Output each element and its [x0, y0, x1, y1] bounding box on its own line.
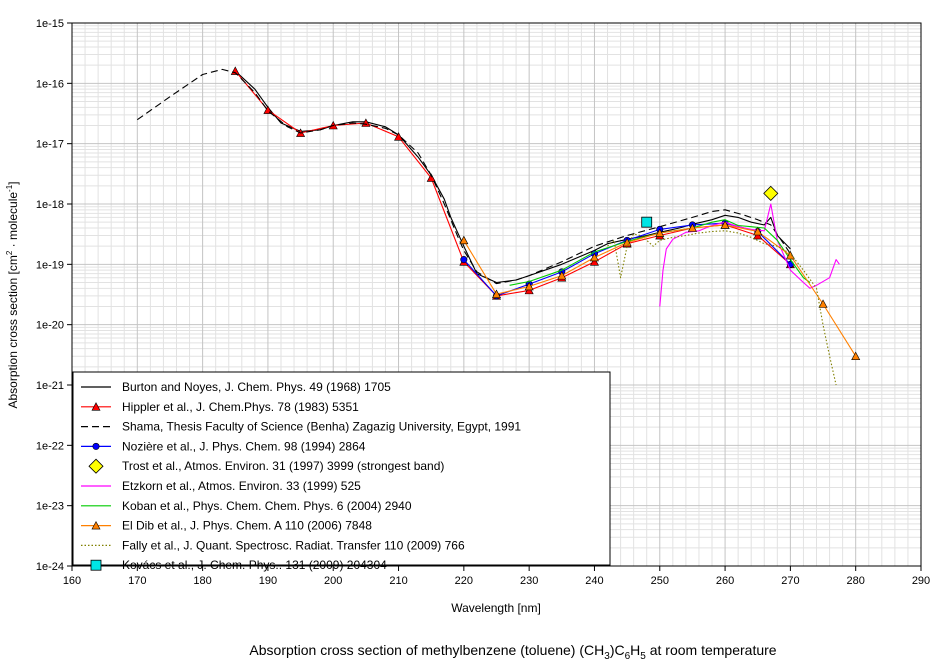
x-tick-label: 240: [585, 575, 603, 587]
data-point: [492, 289, 501, 298]
series-layer: [136, 66, 861, 386]
legend-label: Trost et al., Atmos. Environ. 31 (1997) …: [122, 459, 444, 473]
legend-entry: El Dib et al., J. Phys. Chem. A 110 (200…: [81, 519, 372, 533]
series-10: [641, 216, 653, 228]
data-point: [818, 299, 828, 308]
x-tick-label: 200: [324, 575, 342, 587]
data-point: [622, 237, 632, 247]
legend-swatch-marker: [91, 520, 101, 530]
data-point: [851, 351, 861, 361]
data-point: [361, 118, 371, 127]
data-point: [263, 105, 273, 114]
x-tick-label: 220: [455, 575, 473, 587]
x-axis: 160 170 180 190 200 210 220 230 240 250 260 270 280 2…: [63, 566, 930, 587]
x-tick-label: 230: [520, 575, 538, 587]
x-tick-label: 170: [128, 575, 146, 587]
data-point: [460, 256, 468, 264]
series-7: [509, 219, 811, 286]
data-point: [524, 281, 534, 291]
y-tick-label: 1e-20: [36, 320, 64, 332]
legend-entry: Trost et al., Atmos. Environ. 31 (1997) …: [88, 458, 444, 474]
legend-entry: Nozière et al., J. Phys. Chem. 98 (1994)…: [81, 439, 366, 453]
legend-box: [72, 371, 611, 566]
legend-swatch-marker: [88, 458, 104, 474]
legend-label: Kovács et al., J. Chem. Phys.. 131 (2009…: [122, 558, 387, 572]
x-tick-label: 180: [193, 575, 211, 587]
x-axis-label: Wavelength [nm]: [451, 601, 541, 615]
x-tick-label: 250: [651, 575, 669, 587]
legend-entry: Fally et al., J. Quant. Spectrosc. Radia…: [81, 538, 465, 552]
y-tick-label: 1e-16: [36, 78, 64, 90]
y-tick-label: 1e-18: [36, 199, 64, 211]
data-point: [655, 228, 665, 237]
legend-entry: Kovács et al., J. Chem. Phys.. 131 (2009…: [90, 558, 387, 572]
data-point: [641, 216, 653, 228]
x-tick-label: 260: [716, 575, 734, 587]
series-5: [763, 185, 779, 201]
legend-label: Burton and Noyes, J. Chem. Phys. 49 (196…: [122, 380, 391, 394]
legend-label: El Dib et al., J. Phys. Chem. A 110 (200…: [122, 519, 372, 533]
x-tick-label: 190: [259, 575, 277, 587]
legend-swatch-marker: [91, 402, 101, 411]
y-tick-label: 1e-21: [36, 380, 64, 392]
data-point: [426, 173, 436, 182]
y-axis-label: Absorption cross section [cm2 · molecule…: [5, 181, 20, 408]
legend-entry: Shama, Thesis Faculty of Science (Benha)…: [81, 420, 521, 434]
legend-swatch-marker: [92, 442, 100, 450]
data-point: [720, 220, 730, 229]
data-point: [589, 257, 599, 266]
series-line: [509, 219, 811, 286]
legend-entry: Koban et al., Phys. Chem. Chem. Phys. 6 …: [81, 499, 412, 513]
x-tick-label: 280: [847, 575, 865, 587]
y-tick-label: 1e-22: [36, 440, 64, 452]
data-point: [687, 223, 697, 232]
y-axis: 1e-15 1e-16 1e-17 1e-18 1e-19 1e-20 1e-21 1e-22…: [36, 18, 72, 573]
y-tick-label: 1e-24: [36, 561, 64, 573]
data-point: [753, 226, 763, 236]
y-tick-label: 1e-19: [36, 259, 64, 271]
legend-label: Hippler et al., J. Chem.Phys. 78 (1983) …: [122, 400, 359, 414]
y-tick-label: 1e-17: [36, 139, 64, 151]
data-point: [557, 270, 567, 280]
series-line: [136, 68, 791, 285]
x-tick-label: 290: [912, 575, 930, 587]
legend: Burton and Noyes, J. Chem. Phys. 49 (196…: [72, 371, 611, 572]
legend-swatch-marker: [90, 559, 102, 571]
x-tick-label: 160: [63, 575, 81, 587]
y-tick-label: 1e-23: [36, 501, 64, 513]
legend-label: Fally et al., J. Quant. Spectrosc. Radia…: [122, 538, 465, 552]
legend-entry: Hippler et al., J. Chem.Phys. 78 (1983) …: [81, 400, 359, 414]
legend-label: Shama, Thesis Faculty of Science (Benha)…: [122, 420, 521, 434]
data-point: [763, 185, 779, 201]
series-8: [459, 220, 861, 361]
x-tick-label: 270: [781, 575, 799, 587]
legend-label: Nozière et al., J. Phys. Chem. 98 (1994)…: [122, 439, 366, 453]
plot-frame: [71, 22, 922, 567]
series-9: [607, 230, 837, 386]
legend-entry: Burton and Noyes, J. Chem. Phys. 49 (196…: [81, 380, 391, 394]
y-tick-label: 1e-15: [36, 18, 64, 30]
legend-label: Etzkorn et al., Atmos. Environ. 33 (1999…: [122, 479, 361, 493]
x-tick-label: 210: [389, 575, 407, 587]
data-point: [589, 252, 599, 262]
data-point: [394, 132, 404, 141]
series-3: [136, 68, 791, 285]
data-point: [459, 235, 469, 245]
legend-label: Koban et al., Phys. Chem. Chem. Phys. 6 …: [122, 499, 412, 513]
data-point: [785, 250, 795, 260]
legend-entry: Etzkorn et al., Atmos. Environ. 33 (1999…: [81, 479, 361, 493]
series-line: [607, 230, 837, 386]
chart-title: Absorption cross section of methylbenzen…: [249, 642, 776, 662]
